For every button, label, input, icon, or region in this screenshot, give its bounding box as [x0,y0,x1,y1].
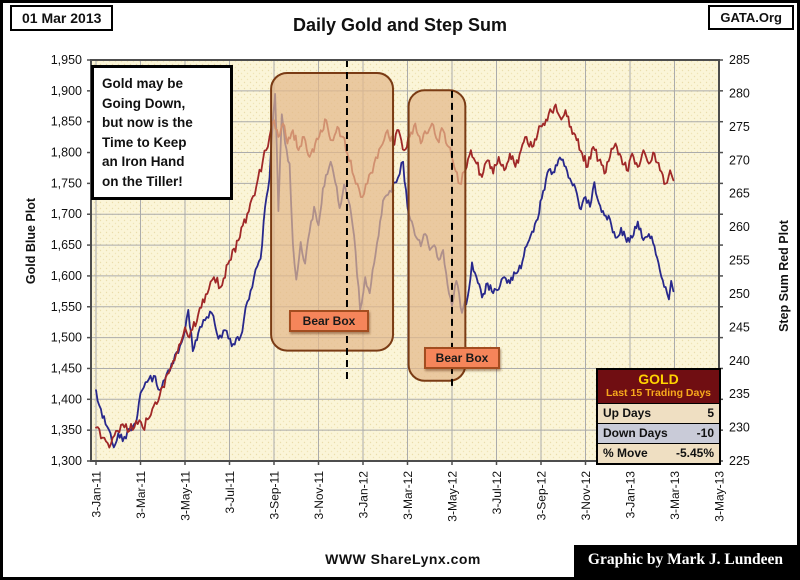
report-date-box: 01 Mar 2013 [10,5,114,31]
author-credit: Graphic by Mark J. Lundeen [573,545,797,577]
bear-box [270,71,395,352]
x-tick-label: 3-Mar-13 [668,471,682,520]
y-right-tick-label: 265 [729,187,750,201]
step-sum-line [95,103,675,449]
x-tick-label: 3-Nov-11 [312,471,326,520]
stats-table-header: GOLD Last 15 Trading Days [598,370,719,404]
y-left-tick-label: 1,850 [51,115,82,129]
tiller-note: Gold may be Going Down, but now is the T… [91,65,233,201]
stats-value: -5.45% [675,446,714,461]
y-right-tick-label: 280 [729,86,750,100]
y-left-tick-label: 1,800 [51,146,82,160]
y-left-tick-label: 1,450 [51,361,82,375]
gold-price-line [95,93,675,449]
y-right-tick-label: 250 [729,287,750,301]
stats-label: % Move [603,446,648,461]
stats-value: -10 [696,426,714,441]
y-left-tick-label: 1,750 [51,176,82,190]
y-right-tick-label: 285 [729,53,750,67]
y-left-tick-label: 1,550 [51,300,82,314]
y-left-tick-label: 1,650 [51,238,82,252]
y-right-tick-label: 245 [729,320,750,334]
y-right-tick-label: 275 [729,120,750,134]
y-left-tick-label: 1,700 [51,207,82,221]
x-tick-label: 3-Jul-12 [490,471,504,515]
stats-value: 5 [707,406,714,421]
y-left-tick-label: 1,950 [51,53,82,67]
x-tick-label: 3-Jan-11 [90,471,104,518]
y-left-tick-label: 1,500 [51,331,82,345]
x-tick-label: 3-Sep-12 [535,471,549,521]
x-tick-label: 3-Mar-11 [134,471,148,519]
x-tick-label: 3-Mar-12 [401,471,415,520]
y-left-tick-label: 1,400 [51,392,82,406]
gata-org-box: GATA.Org [708,5,794,30]
x-tick-label: 3-May-11 [179,471,193,521]
stats-row-up-days: Up Days 5 [598,403,719,424]
x-tick-label: 3-Jul-11 [223,471,237,514]
plot-border [90,59,720,462]
y-right-tick-label: 260 [729,220,750,234]
stats-label: Down Days [603,426,668,441]
chart-title: Daily Gold and Step Sum [292,15,508,35]
x-tick-label: 3-Sep-11 [268,471,282,520]
stats-row-down-days: Down Days -10 [598,423,719,444]
stats-table-subtitle: Last 15 Trading Days [605,387,712,400]
x-tick-label: 3-May-12 [446,471,460,522]
bear-box-label: Bear Box [424,347,500,369]
left-axis-title: Gold Blue Plot [24,197,38,285]
stats-table-title: GOLD [638,371,679,387]
x-tick-label: 3-Jan-13 [624,471,638,519]
stats-label: Up Days [603,406,652,421]
right-axis-title: Step Sum Red Plot [777,220,791,332]
gold-stats-table: GOLD Last 15 Trading Days Up Days 5 Down… [596,368,721,465]
y-right-tick-label: 255 [729,254,750,268]
sharelynx-watermark: WWW ShareLynx.com [325,551,481,567]
y-left-tick-label: 1,300 [51,454,82,468]
y-right-tick-label: 225 [729,454,750,468]
y-left-tick-label: 1,900 [51,84,82,98]
y-left-tick-label: 1,350 [51,423,82,437]
y-right-tick-label: 230 [729,421,750,435]
y-right-tick-label: 235 [729,387,750,401]
chart-canvas: 1,300 1,350 1,400 1,450 1,500 1,550 1,600 1,650… [51,53,750,522]
x-tick-label: 3-Nov-12 [579,471,593,521]
y-left-tick-label: 1,600 [51,269,82,283]
x-tick-label: 3-May-13 [713,471,727,522]
y-right-tick-label: 270 [729,153,750,167]
y-right-tick-label: 240 [729,354,750,368]
bear-box-label: Bear Box [289,310,369,332]
stats-row-pct-move: % Move -5.45% [598,443,719,463]
x-tick-label: 3-Jan-12 [357,471,371,519]
bear-box [407,89,467,382]
